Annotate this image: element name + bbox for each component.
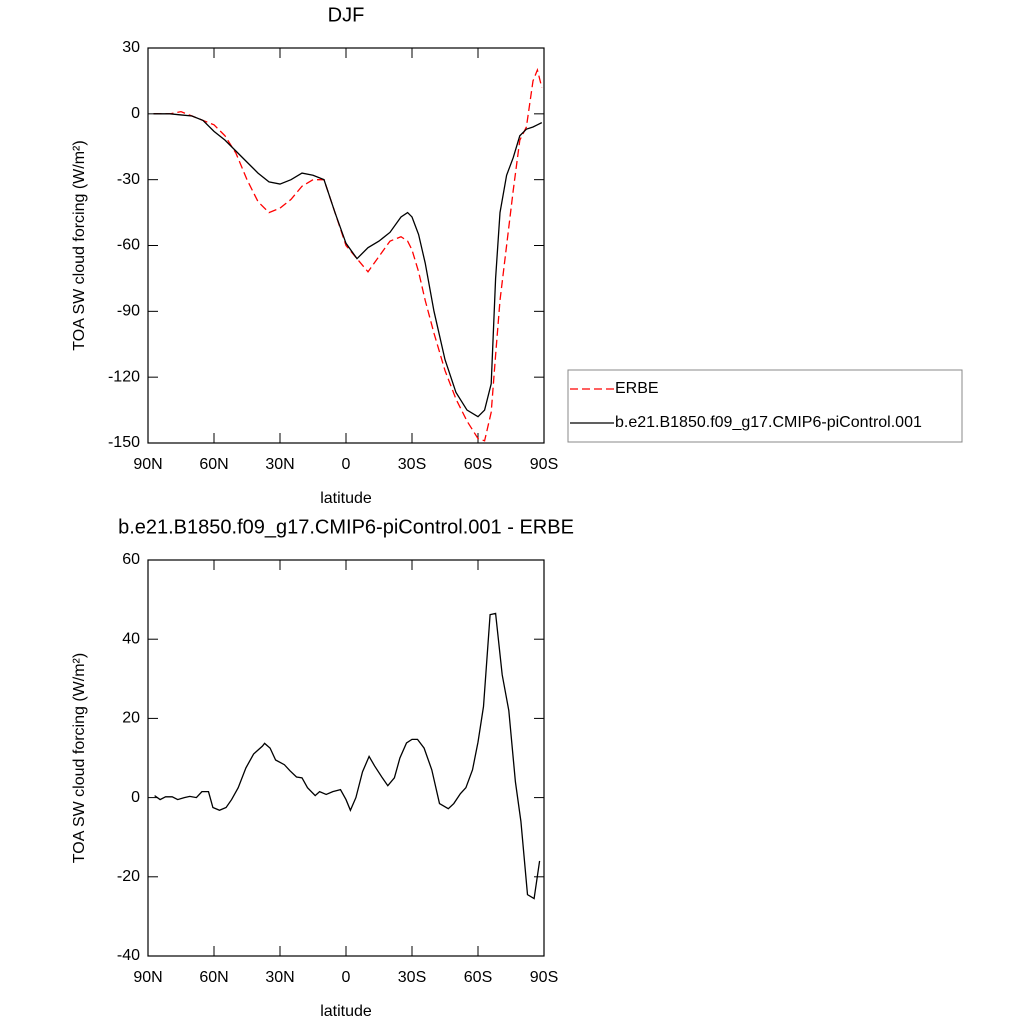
x-axis-label: latitude xyxy=(320,1003,372,1020)
x-tick-label: 30S xyxy=(398,456,426,473)
y-tick-label: -20 xyxy=(117,868,140,885)
y-tick-label: 20 xyxy=(122,710,140,727)
y-tick-label: 30 xyxy=(122,39,140,56)
x-tick-label: 30N xyxy=(265,456,294,473)
y-tick-label: 40 xyxy=(122,630,140,647)
x-tick-label: 90S xyxy=(530,456,558,473)
chart-title: b.e21.B1850.f09_g17.CMIP6-piControl.001 … xyxy=(118,516,574,538)
plot-frame xyxy=(147,559,545,957)
x-tick-label: 0 xyxy=(342,456,351,473)
plot-frame xyxy=(147,47,545,444)
x-tick-label: 30N xyxy=(265,969,294,986)
y-tick-label: -90 xyxy=(117,303,140,320)
x-tick-label: 0 xyxy=(342,969,351,986)
y-tick-label: -40 xyxy=(117,947,140,964)
y-tick-label: -60 xyxy=(117,237,140,254)
y-axis-label: TOA SW cloud forcing (W/m²) xyxy=(71,140,88,350)
y-tick-label: 60 xyxy=(122,551,140,568)
y-axis-label: TOA SW cloud forcing (W/m²) xyxy=(71,653,88,863)
legend-label: b.e21.B1850.f09_g17.CMIP6-piControl.001 xyxy=(615,414,922,431)
y-tick-label: -30 xyxy=(117,171,140,188)
y-tick-label: 0 xyxy=(131,789,140,806)
x-tick-label: 60N xyxy=(199,969,228,986)
data-line xyxy=(153,67,543,442)
legend-label: ERBE xyxy=(615,380,659,397)
y-tick-label: 0 xyxy=(131,105,140,122)
chart-title: DJF xyxy=(328,4,365,26)
data-line xyxy=(154,612,541,900)
x-tick-label: 30S xyxy=(398,969,426,986)
x-tick-label: 60N xyxy=(199,456,228,473)
x-tick-label: 60S xyxy=(464,456,492,473)
legend-box xyxy=(567,369,963,443)
x-tick-label: 90S xyxy=(530,969,558,986)
x-tick-label: 90N xyxy=(133,456,162,473)
data-line xyxy=(153,113,543,418)
y-tick-label: -150 xyxy=(108,434,140,451)
x-axis-label: latitude xyxy=(320,490,372,507)
x-tick-label: 90N xyxy=(133,969,162,986)
x-tick-label: 60S xyxy=(464,969,492,986)
y-tick-label: -120 xyxy=(108,368,140,385)
